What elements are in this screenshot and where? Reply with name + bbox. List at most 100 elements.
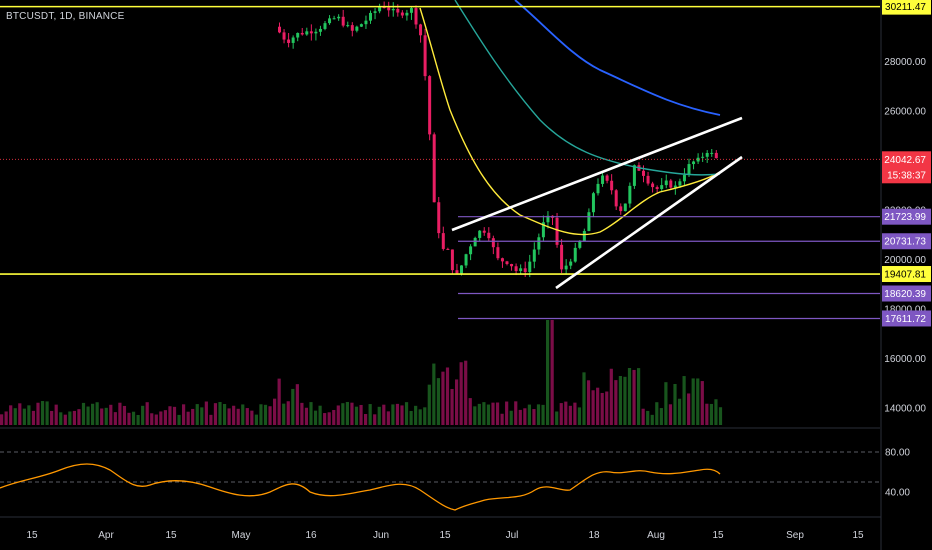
volume-bar — [354, 406, 359, 425]
volume-bar — [295, 384, 299, 425]
volume-bar — [491, 402, 495, 425]
volume-bar — [495, 402, 500, 425]
volume-bar — [254, 414, 258, 425]
volume-bar — [518, 409, 522, 425]
volume-bar — [568, 405, 572, 425]
volume-bar — [245, 408, 249, 425]
candle-body — [519, 268, 523, 272]
time-tick-label: Apr — [98, 530, 114, 541]
volume-bar — [209, 414, 213, 425]
candle-body — [523, 268, 527, 273]
volume-bar — [468, 398, 472, 425]
volume-bar — [614, 380, 618, 425]
volume-bar — [309, 402, 313, 425]
volume-bar — [427, 384, 431, 425]
candle-body — [373, 11, 377, 13]
volume-bar — [50, 410, 54, 425]
candle-body — [555, 217, 559, 245]
candle-body — [705, 152, 709, 157]
level-label-box — [882, 310, 931, 327]
volume-bar — [104, 407, 108, 425]
candle-body — [655, 187, 659, 189]
volume-bar — [418, 409, 422, 425]
volume-bar — [341, 403, 345, 425]
candle-body — [632, 165, 636, 186]
time-axis[interactable]: 15 Apr 15 May 16 Jun 15 Jul 18 Aug 15 Sep 15 — [26, 530, 864, 541]
volume-bar — [500, 413, 504, 425]
volume-bar — [150, 413, 154, 425]
volume-bar — [482, 402, 486, 425]
candle-body — [491, 238, 495, 248]
volume-bar — [473, 406, 477, 425]
volume-bar — [327, 412, 331, 425]
candle-body — [546, 215, 550, 223]
level-label: 19407.81 — [884, 270, 926, 281]
candle-body — [582, 230, 586, 242]
volume-bar — [268, 406, 272, 425]
price-axis[interactable]: 28000.0026000.0022000.0020000.0018000.00… — [880, 0, 932, 550]
volume-bar — [250, 410, 254, 425]
sma-fast-line — [419, 7, 721, 236]
candle-body — [478, 230, 482, 238]
volume-bar — [623, 376, 627, 425]
volume-bar — [236, 408, 240, 425]
candle-body — [309, 31, 313, 34]
candle-body — [414, 8, 418, 25]
volume-bar — [350, 402, 354, 425]
candle-body — [323, 23, 327, 29]
volume-bar — [659, 408, 663, 425]
candle-body — [487, 232, 491, 239]
candle-body — [423, 35, 427, 77]
volume-bar — [596, 387, 600, 425]
volume-bar — [145, 402, 149, 425]
volume-bar — [536, 404, 541, 425]
level-label-box — [882, 233, 931, 250]
time-tick-label: 16 — [305, 530, 317, 541]
candle-body — [355, 26, 359, 31]
candle-body — [391, 8, 395, 11]
volume-bar — [27, 405, 31, 425]
candle-body — [578, 241, 582, 248]
candle-body — [469, 246, 473, 255]
candle-body — [419, 24, 423, 36]
level-label: 17611.72 — [885, 314, 926, 325]
volume-bar — [91, 403, 95, 425]
volume-bar — [63, 414, 67, 425]
volume-bar — [373, 414, 377, 425]
time-tick-label: 15 — [852, 530, 864, 541]
volume-bar — [564, 401, 568, 425]
candle-body — [573, 247, 577, 262]
volume-bar — [436, 378, 440, 425]
volume-bar — [432, 363, 436, 425]
candle-body — [428, 76, 432, 135]
volume-bar — [218, 402, 222, 425]
rsi-tick-label: 80.00 — [885, 448, 910, 459]
price-tick-label: 16000.00 — [884, 354, 926, 365]
candle-body — [460, 265, 463, 274]
time-tick-label: Jul — [506, 530, 519, 541]
volume-bar — [40, 401, 45, 425]
time-tick-label: 15 — [165, 530, 177, 541]
volume-bar — [673, 383, 677, 425]
volume-bars — [0, 320, 723, 425]
symbol-title: BTCUSDT, 1D, BINANCE — [6, 11, 125, 22]
candle-body — [682, 174, 686, 182]
candle-body — [464, 254, 468, 266]
volume-bar — [159, 411, 163, 425]
volume-bar — [677, 398, 682, 425]
volume-bar — [646, 410, 650, 425]
candle-body — [651, 183, 655, 188]
candle-body — [514, 266, 518, 272]
volume-bar — [555, 411, 559, 425]
moving-averages — [419, 0, 721, 236]
volume-bar — [541, 404, 545, 425]
candle-body — [369, 12, 372, 21]
candle-body — [350, 25, 354, 31]
volume-bar — [404, 402, 409, 425]
volume-bar — [241, 404, 245, 425]
candle-body — [714, 152, 718, 159]
candle-body — [446, 248, 450, 250]
candle-body — [678, 181, 682, 186]
